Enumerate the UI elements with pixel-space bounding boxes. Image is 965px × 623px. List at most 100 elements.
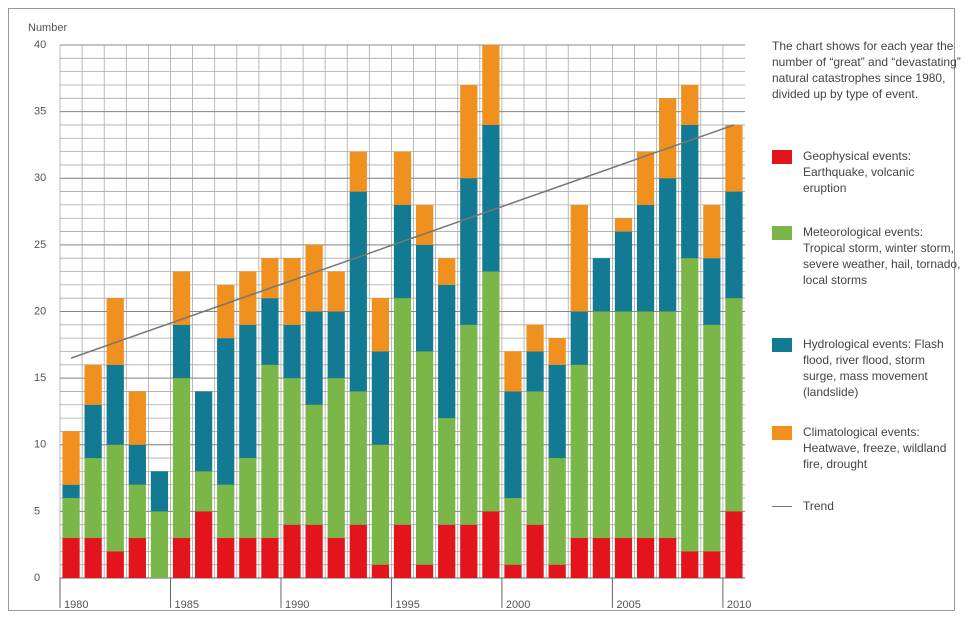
- bar-segment: [460, 178, 478, 325]
- bar-segment: [725, 511, 743, 578]
- bar-segment: [283, 324, 301, 379]
- bar-segment: [327, 378, 345, 539]
- y-tick-label: 10: [34, 439, 46, 451]
- bar-segment: [504, 498, 522, 565]
- bar-segment: [393, 151, 412, 205]
- x-tick-label: 1985: [174, 599, 198, 611]
- y-tick-label: 30: [34, 172, 46, 184]
- bar-segment: [614, 311, 633, 539]
- bar-segment: [482, 511, 500, 578]
- bar-segment: [570, 538, 588, 578]
- bar-segment: [283, 258, 301, 325]
- bar-segment: [172, 271, 191, 325]
- bar-segment: [106, 444, 124, 552]
- bar-segment: [415, 351, 434, 565]
- bar-segment: [239, 538, 257, 578]
- bar-segment: [614, 231, 633, 312]
- bar-segment: [195, 511, 213, 578]
- bar-segment: [548, 338, 566, 365]
- bar-segment: [415, 564, 434, 578]
- bar-segment: [305, 311, 323, 405]
- bar-segment: [327, 271, 345, 312]
- bar-segment: [659, 98, 677, 179]
- bar-segment: [681, 124, 699, 259]
- bar-segment: [614, 218, 633, 232]
- bar-segment: [415, 244, 434, 352]
- y-tick-label: 0: [34, 572, 40, 584]
- bar-segment: [460, 84, 478, 179]
- bar-segment: [62, 484, 80, 499]
- bar-segment: [349, 524, 367, 578]
- bar-segment: [84, 538, 102, 578]
- bar-segment: [526, 324, 544, 352]
- bar-segment: [195, 391, 213, 472]
- bar-segment: [592, 538, 610, 578]
- bar-segment: [659, 178, 677, 312]
- bar-segment: [592, 311, 610, 539]
- bar-segment: [305, 244, 323, 312]
- bar-segment: [681, 84, 699, 125]
- bar-segment: [261, 258, 279, 299]
- bar-segment: [172, 538, 191, 578]
- bar-segment: [305, 404, 323, 525]
- bar-segment: [703, 258, 721, 325]
- legend-label: Climatological events: Heatwave, freeze,…: [803, 425, 947, 471]
- bar-segment: [62, 498, 80, 539]
- bar-segment: [636, 538, 655, 578]
- bar-segment: [659, 311, 677, 539]
- bar-segment: [504, 391, 522, 499]
- bar-segment: [636, 311, 655, 539]
- bar-segment: [460, 324, 478, 525]
- bar-segment: [703, 204, 721, 259]
- bar-segment: [150, 511, 169, 578]
- bar-segment: [526, 391, 544, 525]
- bar-segment: [128, 538, 146, 578]
- bar-segment: [217, 284, 235, 339]
- bar-segment: [217, 484, 235, 539]
- bar-segment: [84, 458, 102, 539]
- bar-segment: [283, 524, 301, 578]
- bar-segment: [526, 524, 544, 578]
- bar-segment: [438, 418, 456, 525]
- bar-segment: [327, 538, 345, 578]
- bar-segment: [636, 151, 655, 205]
- y-tick-label: 40: [34, 39, 46, 51]
- bar-segment: [349, 151, 367, 192]
- bar-segment: [636, 204, 655, 312]
- y-tick-label: 20: [34, 305, 46, 317]
- bar-segment: [548, 564, 566, 578]
- bar-segment: [106, 364, 124, 445]
- bar-segment: [349, 391, 367, 525]
- x-tick-label: 2000: [506, 599, 530, 611]
- legend-label: Trend: [803, 499, 834, 513]
- legend-swatch: [772, 426, 792, 440]
- bar-segment: [482, 124, 500, 272]
- bar-segment: [128, 444, 146, 485]
- bar-segment: [415, 204, 434, 245]
- y-tick-label: 25: [34, 239, 46, 251]
- bar-segment: [438, 258, 456, 285]
- frame: [8, 8, 955, 611]
- x-tick-label: 1990: [285, 599, 309, 611]
- bar-segment: [371, 444, 390, 565]
- bar-segment: [725, 298, 743, 512]
- bar-segment: [195, 471, 213, 512]
- legend-swatch: [772, 150, 792, 164]
- legend-label: Hydrological events: Flash flood, river …: [803, 337, 944, 399]
- bar-segment: [261, 298, 279, 365]
- bar-segment: [106, 298, 124, 365]
- bar-segment: [283, 378, 301, 525]
- bar-segment: [725, 124, 743, 192]
- bar-segment: [725, 191, 743, 299]
- bar-segment: [128, 391, 146, 445]
- bar-segment: [681, 551, 699, 578]
- bar-segment: [128, 484, 146, 539]
- bar-segment: [570, 204, 588, 312]
- y-tick-label: 15: [34, 372, 46, 384]
- x-tick-label: 2010: [727, 599, 751, 611]
- bar-segment: [239, 271, 257, 325]
- bar-segment: [371, 351, 390, 445]
- bar-segment: [482, 271, 500, 512]
- bar-segment: [150, 471, 169, 512]
